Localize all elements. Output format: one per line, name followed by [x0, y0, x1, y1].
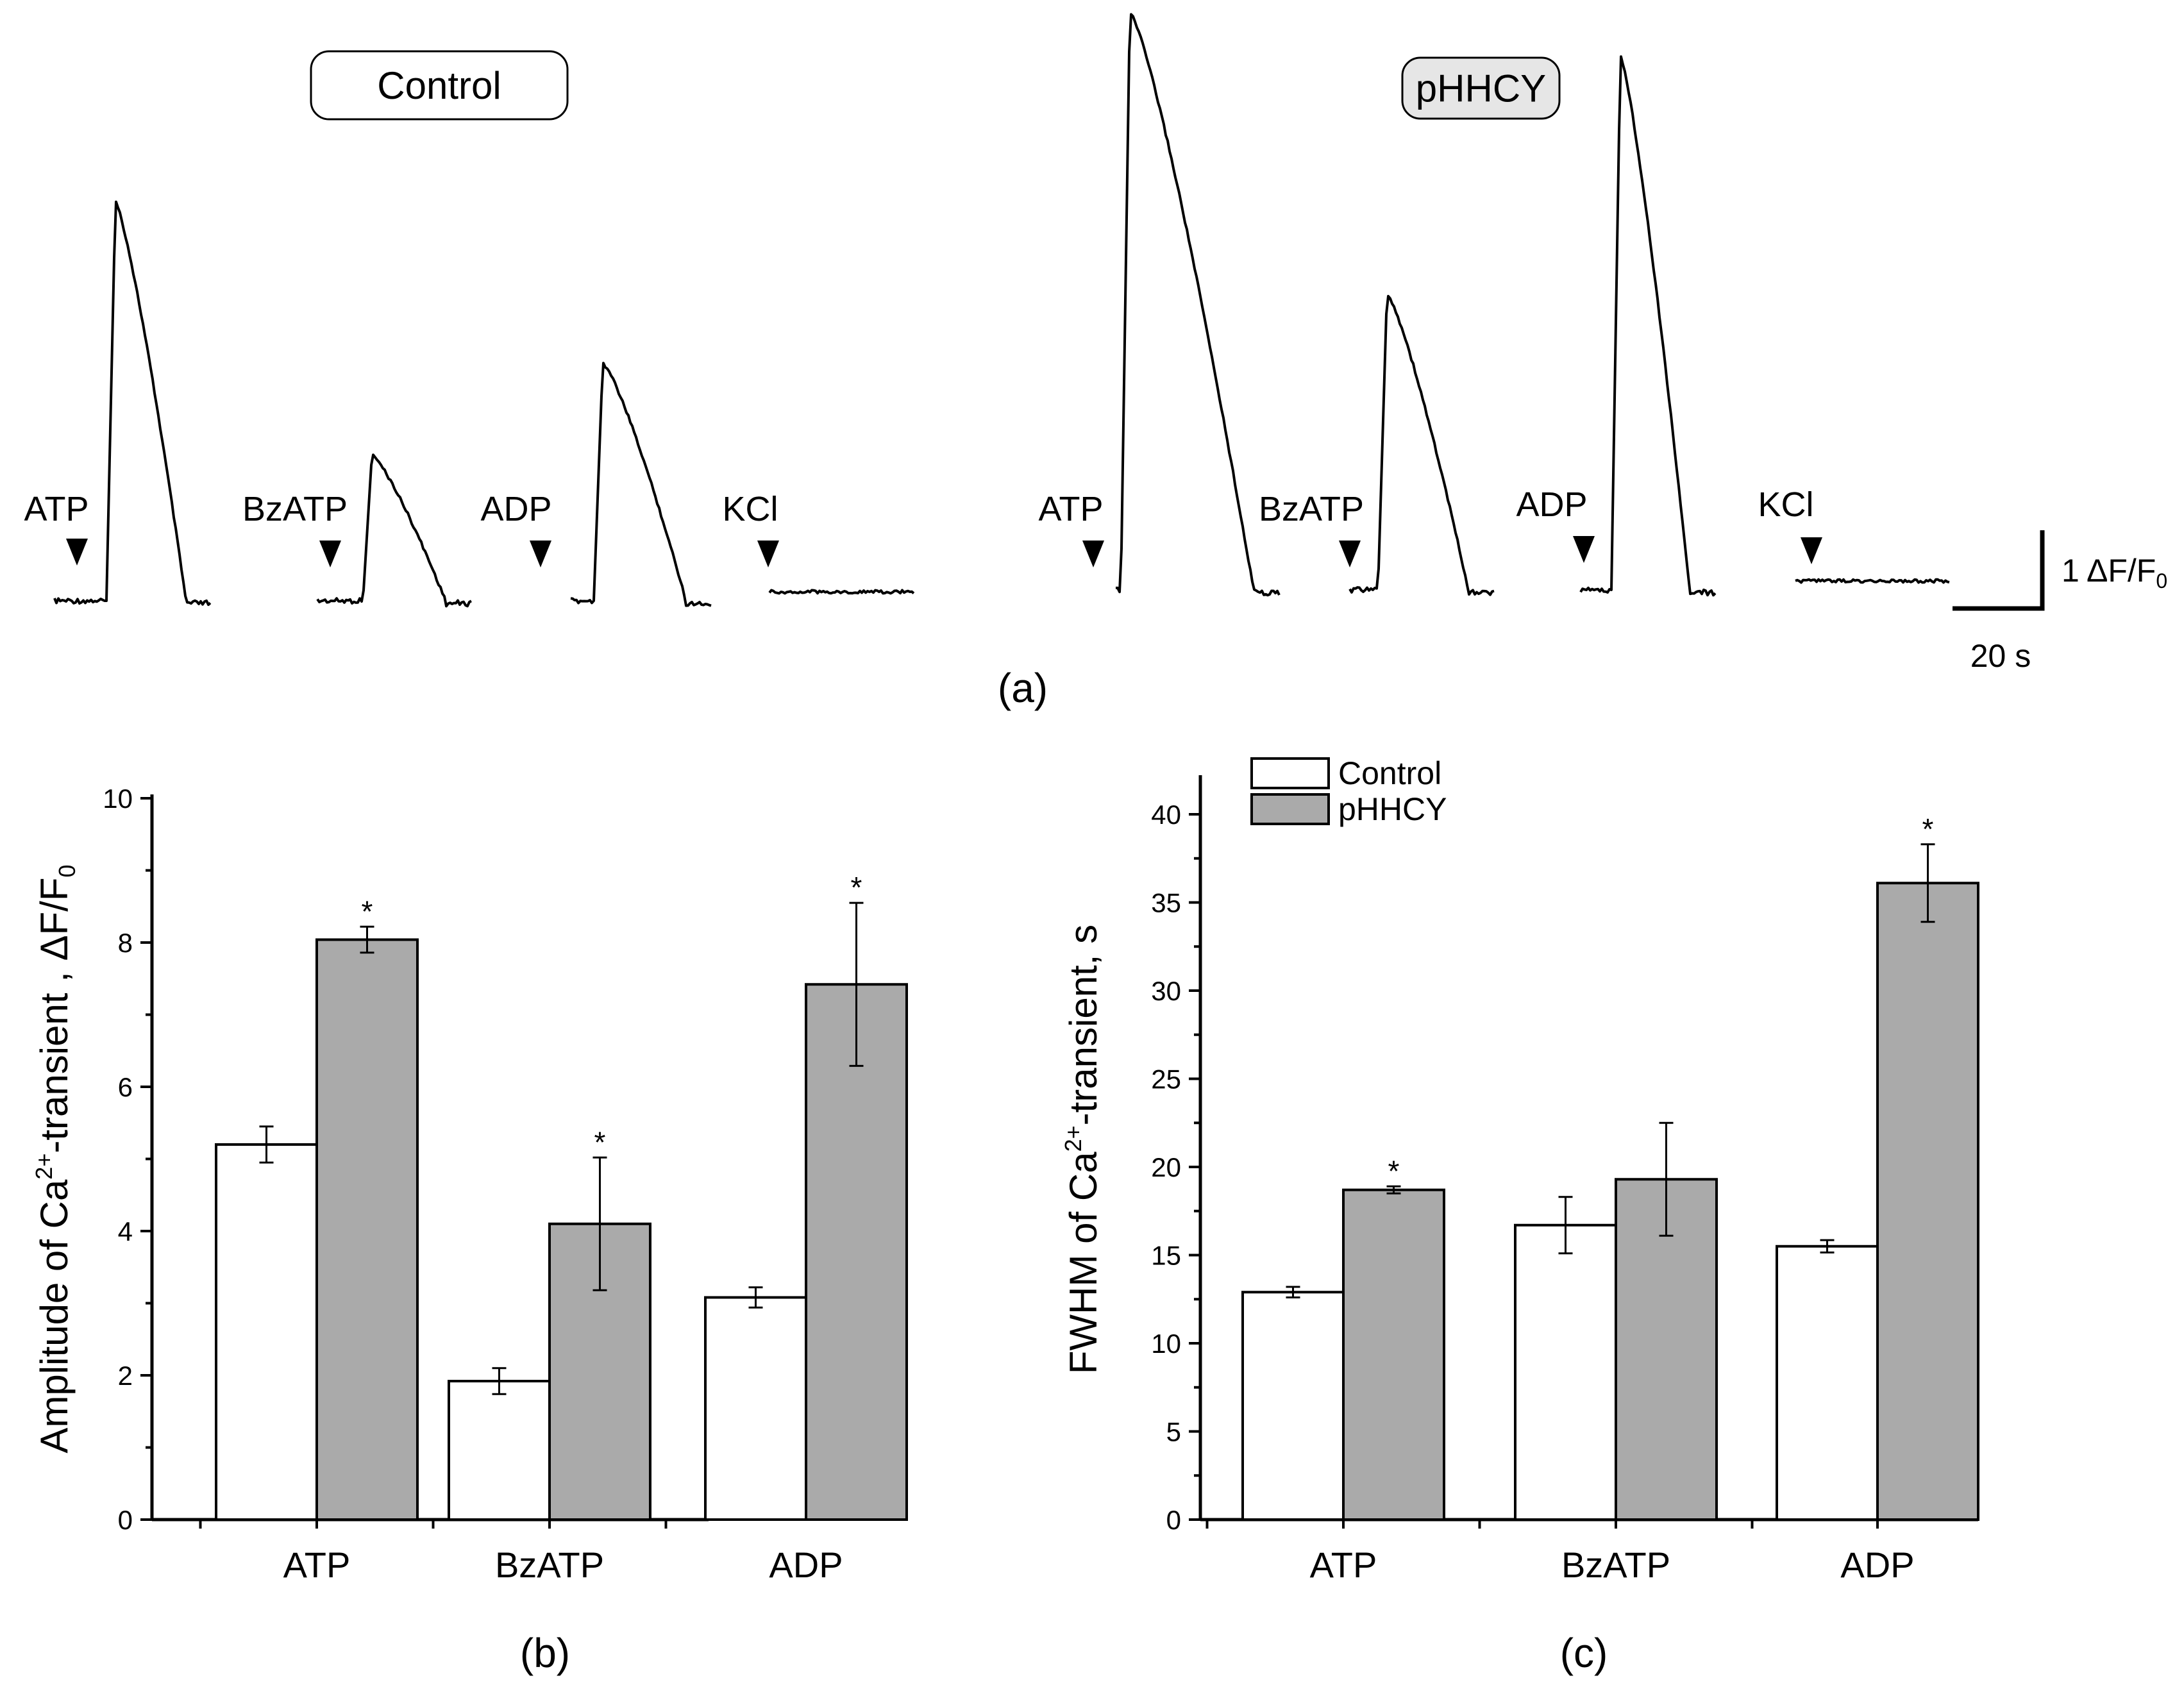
bar [704, 1296, 807, 1521]
legend-swatch [1250, 793, 1330, 825]
calcium-trace [316, 453, 472, 608]
significance-marker: * [851, 871, 862, 904]
y-tick-label: 20 [1151, 1152, 1181, 1182]
y-tick-label: 0 [118, 1505, 133, 1535]
y-axis-label: FWHM of Ca2+-transient, s [1060, 925, 1105, 1374]
y-tick-label: 4 [118, 1216, 133, 1246]
group-badge-label: pHHCY [1416, 67, 1546, 110]
calcium-trace [1795, 578, 1950, 584]
stimulus-label: ATP [1038, 490, 1103, 528]
x-category-label: ATP [1310, 1545, 1377, 1585]
stimulus-label: BzATP [1259, 490, 1364, 528]
legend-label: Control [1338, 755, 1441, 791]
bar [1342, 1188, 1445, 1521]
stimulus-label: BzATP [242, 490, 348, 528]
stimulus-arrow-icon [757, 541, 779, 567]
y-tick-label: 10 [103, 784, 133, 814]
stimulus-arrow-icon [1339, 541, 1361, 567]
stimulus-label: KCl [722, 490, 778, 528]
stimulus-arrow-icon [1082, 541, 1104, 567]
y-axis-label: Amplitude of Ca2+-transient , ΔF/F0 [31, 864, 80, 1453]
scale-bar-x-label: 20 s [1970, 638, 2031, 674]
scale-bar-y-label: 1 ΔF/F0 [2062, 553, 2167, 592]
x-category-label: ATP [283, 1545, 351, 1585]
amplitude-bar-chart: 0 2 4 6 8 10 * * * ATP BzATP ADP Amplitude of Ca2+-t… [31, 784, 908, 1585]
calcium-trace [570, 362, 712, 607]
y-tick-label: 30 [1151, 976, 1181, 1006]
y-tick-label: 40 [1151, 800, 1181, 830]
stimulus-arrow-icon [66, 539, 88, 566]
fwhm-bar-chart: 0 5 10 15 20 25 30 35 40 * * ATP BzATP ADP FWHM of Ca2… [1060, 755, 1979, 1585]
bar [215, 1143, 318, 1521]
legend-swatch [1250, 757, 1330, 789]
calcium-trace [53, 200, 212, 607]
calcium-trace [1579, 55, 1717, 597]
bar [1241, 1291, 1345, 1521]
y-tick-label: 35 [1151, 888, 1181, 918]
group-badge [310, 50, 569, 121]
scale-bar [1953, 530, 2045, 611]
stimulus-label: KCl [1758, 485, 1813, 524]
bar [1776, 1245, 1879, 1521]
bar [805, 983, 908, 1521]
x-category-label: BzATP [1561, 1545, 1670, 1585]
calcium-traces-panel: Control ATP BzATP ADP KCl pHHCY ATP BzATP ADP KCl… [24, 13, 2167, 674]
stimulus-arrow-icon [1573, 536, 1595, 563]
significance-marker: * [1388, 1154, 1400, 1187]
bar [315, 938, 419, 1521]
stimulus-arrow-icon [530, 541, 551, 567]
bar [1876, 882, 1979, 1521]
x-category-label: BzATP [495, 1545, 604, 1585]
y-tick-label: 6 [118, 1072, 133, 1102]
stimulus-label: ADP [480, 490, 551, 528]
panel-c-label: (c) [1560, 1630, 1608, 1676]
calcium-trace [768, 589, 915, 595]
stimulus-label: ADP [1516, 485, 1587, 524]
stimulus-label: ATP [24, 490, 88, 528]
significance-marker: * [1922, 812, 1934, 846]
bar [1514, 1223, 1617, 1521]
bar [448, 1380, 551, 1521]
y-tick-label: 25 [1151, 1064, 1181, 1094]
calcium-trace [1115, 13, 1281, 597]
legend-label: pHHCY [1338, 791, 1447, 827]
y-tick-label: 15 [1151, 1241, 1181, 1271]
stimulus-arrow-icon [1801, 537, 1822, 564]
calcium-trace [1348, 294, 1495, 596]
y-tick-label: 10 [1151, 1329, 1181, 1359]
y-tick-label: 0 [1166, 1505, 1181, 1535]
panel-b-label: (b) [520, 1630, 570, 1676]
y-tick-label: 5 [1166, 1417, 1181, 1447]
panel-a-label: (a) [998, 665, 1048, 711]
significance-marker: * [362, 894, 373, 928]
group-badge [1401, 56, 1561, 120]
x-category-label: ADP [1840, 1545, 1914, 1585]
y-tick-label: 8 [118, 928, 133, 958]
significance-marker: * [594, 1125, 606, 1159]
stimulus-arrow-icon [319, 541, 341, 567]
x-category-label: ADP [769, 1545, 843, 1585]
y-tick-label: 2 [118, 1361, 133, 1391]
group-badge-label: Control [377, 64, 501, 107]
